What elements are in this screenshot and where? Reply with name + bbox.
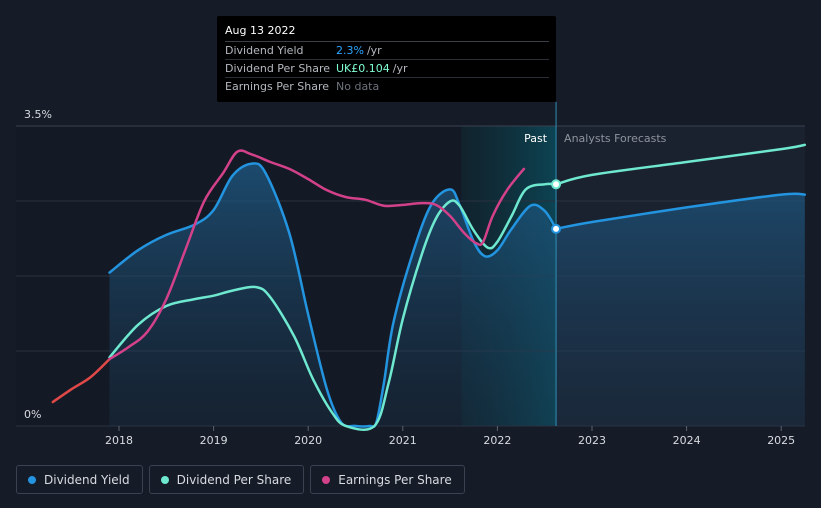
dividend-per-share-marker [551,179,562,190]
y-axis-max-label: 3.5% [24,108,52,121]
dot-icon [160,475,169,484]
tooltip-unit: /yr [366,44,382,57]
tooltip: Aug 13 2022 Dividend Yield 2.3% /yr Divi… [217,16,556,102]
legend-dividend-per-share[interactable]: Dividend Per Share [148,465,305,494]
x-tick-label: 2018 [105,434,133,447]
tooltip-row-dividend-yield: Dividend Yield 2.3% /yr [225,42,549,60]
tooltip-label: Dividend Per Share [225,62,331,75]
past-label: Past [524,132,548,145]
x-tick-label: 2023 [578,434,606,447]
tooltip-value: 2.3% [336,44,364,57]
x-tick-label: 2021 [389,434,417,447]
legend: Dividend Yield Dividend Per Share Earnin… [16,465,465,494]
tooltip-row-earnings-per-share: Earnings Per Share No data [225,78,549,95]
legend-label: Earnings Per Share [338,472,452,487]
tooltip-value: No data [336,80,380,93]
tooltip-label: Earnings Per Share [225,80,330,93]
tooltip-row-dividend-per-share: Dividend Per Share UK£0.104 /yr [225,60,549,78]
dot-icon [322,475,331,484]
tooltip-unit: /yr [392,62,408,75]
legend-dividend-yield[interactable]: Dividend Yield [16,465,143,494]
x-tick-label: 2020 [294,434,322,447]
dividend-yield-marker [551,223,562,234]
dividend-yield-forecast-line [554,192,807,231]
x-tick-label: 2024 [673,434,701,447]
legend-label: Dividend Yield [44,472,130,487]
x-axis: 2018 2019 2020 2021 2022 2023 2024 2025 [105,426,795,447]
x-tick-label: 2025 [767,434,795,447]
dividend-per-share-line [108,182,558,431]
y-axis-min-label: 0% [24,408,41,421]
dividend-per-share-forecast-line [554,143,807,186]
forecast-label: Analysts Forecasts [564,132,667,145]
earnings-per-share-line [108,149,526,361]
legend-label: Dividend Per Share [176,472,292,487]
dot-icon [28,475,36,484]
x-tick-label: 2022 [483,434,511,447]
tooltip-date: Aug 13 2022 [225,24,549,42]
tooltip-label: Dividend Yield [225,44,304,57]
legend-earnings-per-share[interactable]: Earnings Per Share [310,465,465,494]
x-tick-label: 2019 [200,434,228,447]
tooltip-value: UK£0.104 [336,62,390,75]
dividend-yield-area [109,163,805,427]
earnings-per-share-negative-segment [51,357,111,404]
